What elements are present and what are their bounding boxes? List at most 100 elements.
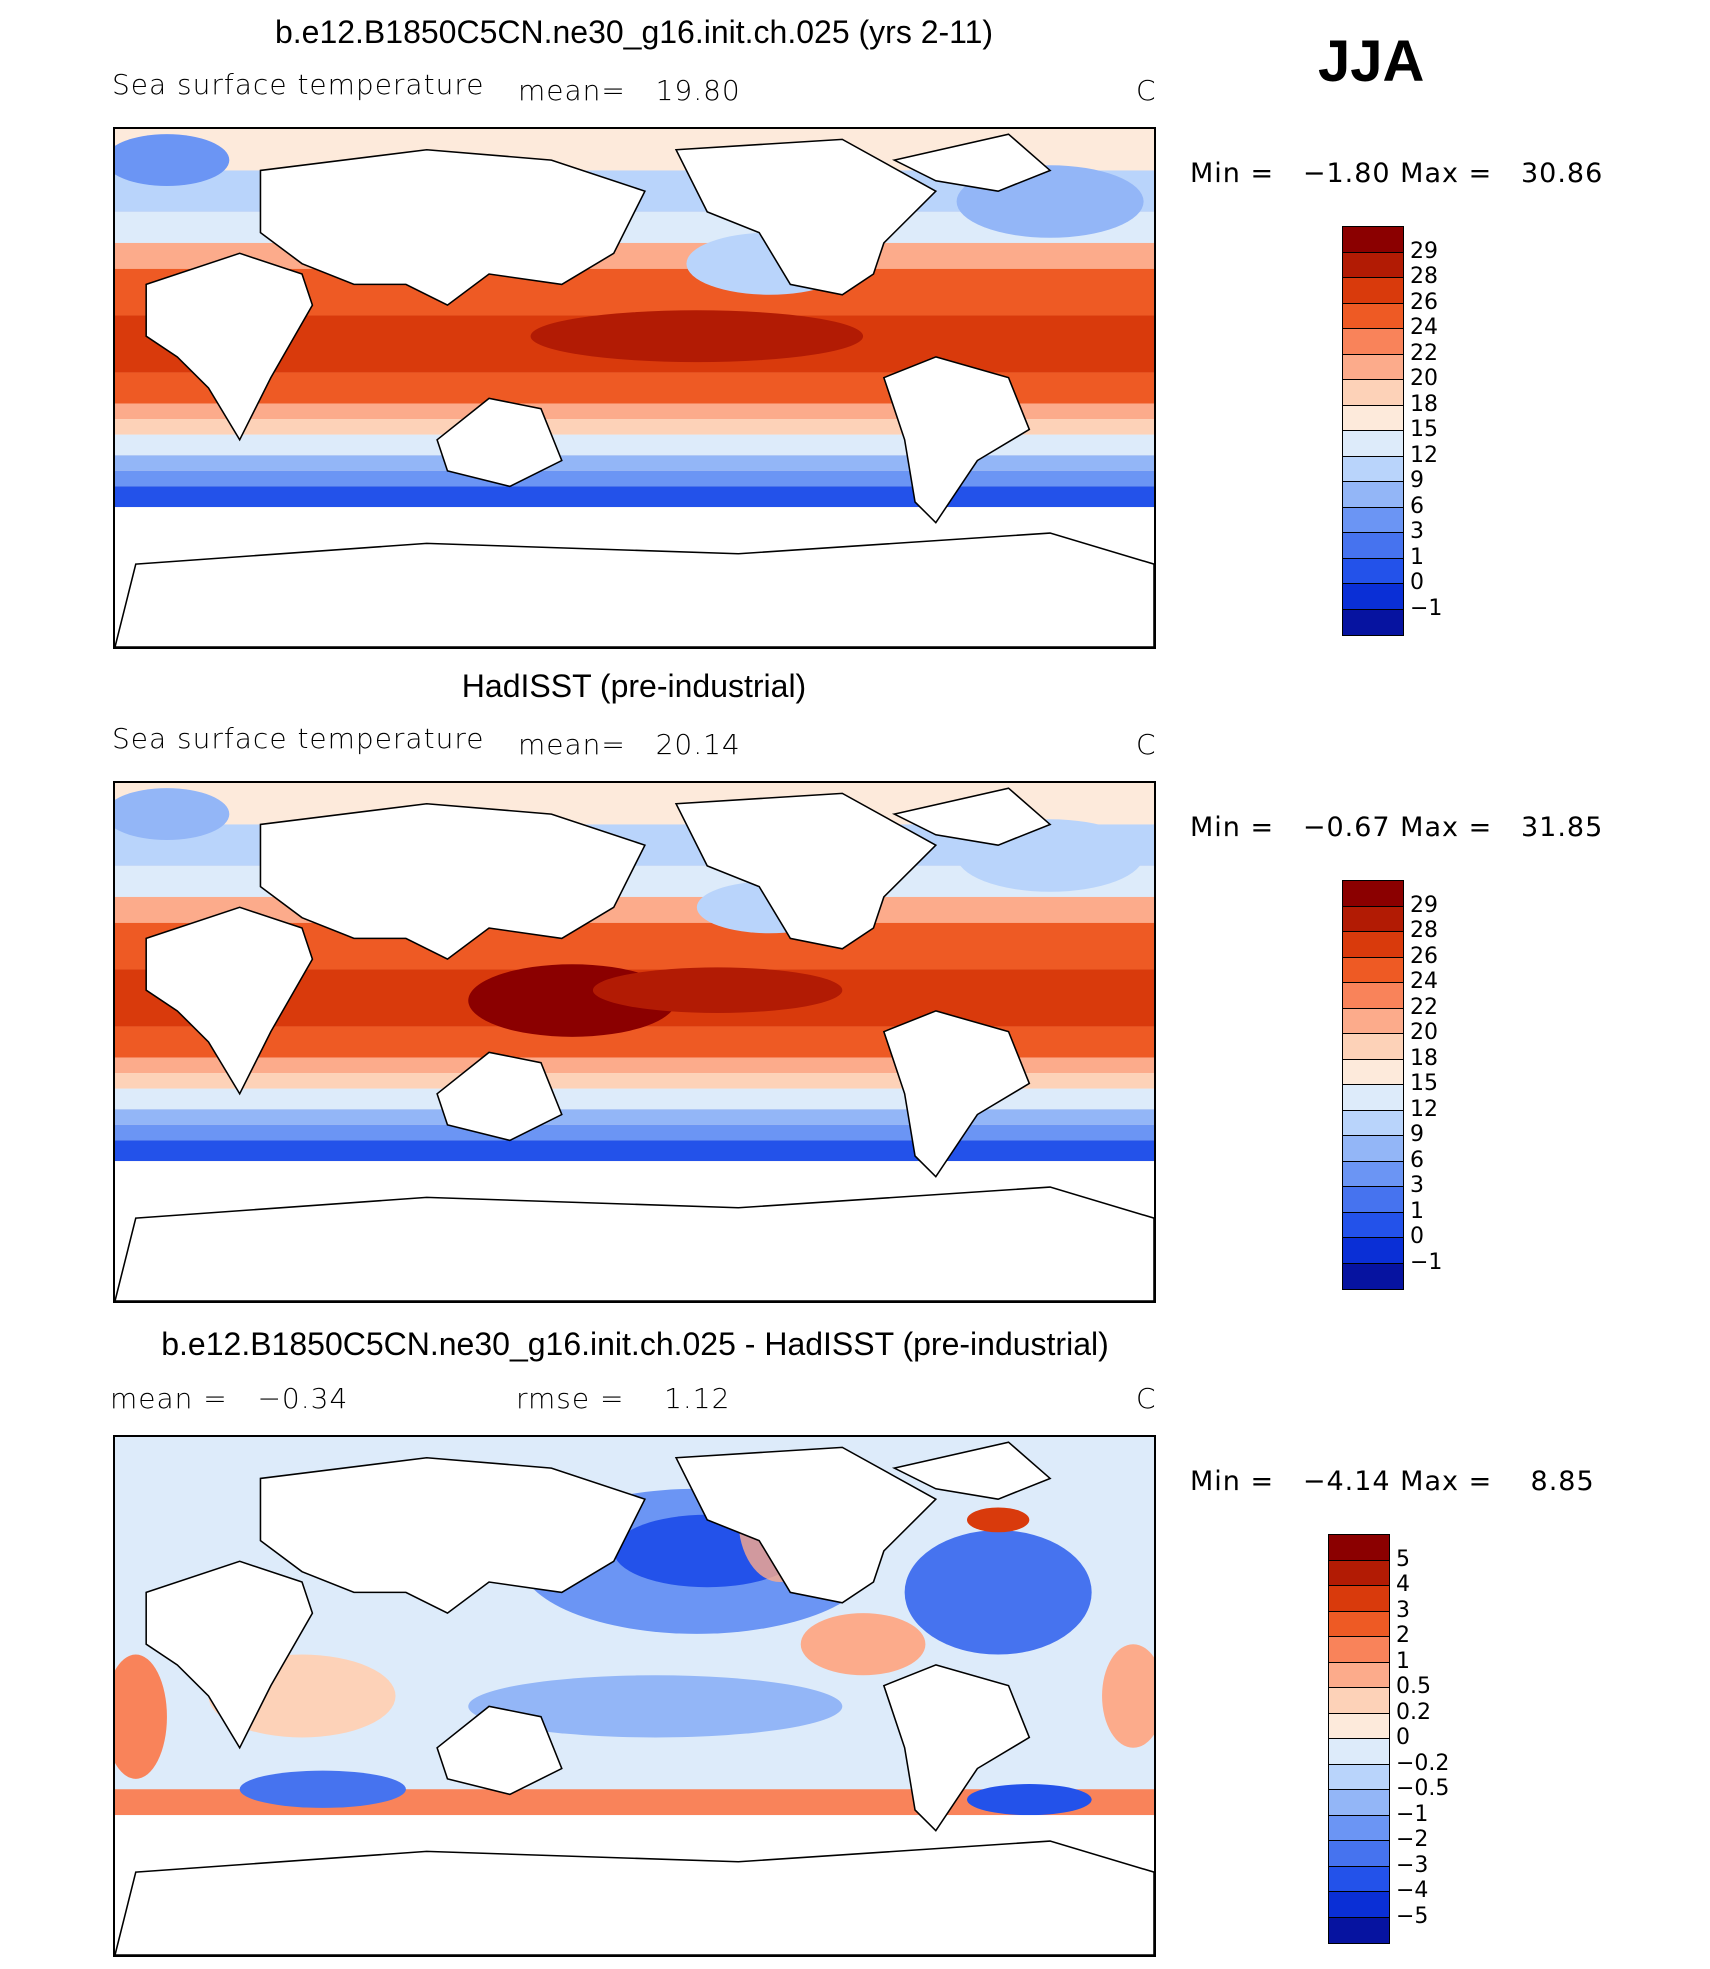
colorbar-swatch xyxy=(1343,227,1403,253)
colorbar-tick-label: −1 xyxy=(1410,1249,1443,1275)
colorbar-tick-label: 22 xyxy=(1410,994,1438,1020)
colorbar-swatch xyxy=(1343,507,1403,533)
panel1-colorbar xyxy=(1342,226,1404,636)
colorbar-tick-label: 4 xyxy=(1396,1572,1410,1597)
colorbar-tick-label: 3 xyxy=(1410,519,1424,544)
colorbar-tick-label: 29 xyxy=(1410,892,1438,918)
colorbar-tick-label: 0 xyxy=(1410,1224,1424,1249)
panel3-units: C xyxy=(1136,1382,1157,1415)
colorbar-tick-label: 0 xyxy=(1396,1725,1410,1750)
colorbar-swatch xyxy=(1329,1790,1389,1816)
colorbar-tick-label: 3 xyxy=(1410,1173,1424,1198)
panel2-units: C xyxy=(1136,728,1157,761)
colorbar-tick-label: 0.5 xyxy=(1396,1674,1431,1699)
colorbar-tick-label: −3 xyxy=(1396,1852,1429,1878)
panel1-mean: mean= 19.80 xyxy=(518,74,741,107)
colorbar-tick-label: 28 xyxy=(1410,264,1438,289)
colorbar-swatch xyxy=(1343,252,1403,278)
colorbar-swatch xyxy=(1343,1059,1403,1085)
colorbar-swatch xyxy=(1329,1739,1389,1765)
colorbar-swatch xyxy=(1343,431,1403,457)
colorbar-swatch xyxy=(1329,1662,1389,1688)
colorbar-swatch xyxy=(1343,1187,1403,1213)
colorbar-tick-label: 20 xyxy=(1410,366,1438,391)
colorbar-swatch xyxy=(1343,533,1403,559)
panel3-map xyxy=(113,1435,1156,1957)
colorbar-tick-label: 2 xyxy=(1396,1623,1410,1648)
colorbar-swatch xyxy=(1329,1866,1389,1892)
colorbar-tick-label: 6 xyxy=(1410,493,1424,519)
colorbar-tick-label: 1 xyxy=(1410,544,1424,570)
colorbar-swatch xyxy=(1343,1238,1403,1264)
colorbar-swatch xyxy=(1329,1917,1389,1943)
colorbar-swatch xyxy=(1343,482,1403,508)
colorbar-tick-label: 15 xyxy=(1410,417,1438,442)
panel3-minmax: Min = −4.14 Max = 8.85 xyxy=(1190,1466,1595,1497)
colorbar-swatch xyxy=(1343,1085,1403,1111)
colorbar-tick-label: 0.2 xyxy=(1396,1699,1431,1725)
panel2-variable: Sea surface temperature xyxy=(112,722,485,755)
colorbar-tick-label: 1 xyxy=(1410,1198,1424,1224)
colorbar-swatch xyxy=(1343,1034,1403,1060)
colorbar-swatch xyxy=(1343,932,1403,958)
panel2-minmax: Min = −0.67 Max = 31.85 xyxy=(1190,812,1604,843)
colorbar-swatch xyxy=(1343,380,1403,406)
colorbar-swatch xyxy=(1343,278,1403,304)
colorbar-swatch xyxy=(1343,405,1403,431)
colorbar-swatch xyxy=(1343,558,1403,584)
colorbar-tick-label: −1 xyxy=(1396,1801,1429,1827)
colorbar-tick-label: 0 xyxy=(1410,570,1424,595)
colorbar-tick-label: −2 xyxy=(1396,1827,1429,1852)
colorbar-tick-label: 28 xyxy=(1410,918,1438,943)
colorbar-swatch xyxy=(1343,456,1403,482)
colorbar-tick-label: 1 xyxy=(1396,1648,1410,1674)
colorbar-tick-label: 18 xyxy=(1410,1045,1438,1071)
colorbar-tick-label: 9 xyxy=(1410,468,1424,493)
colorbar-tick-label: 26 xyxy=(1410,943,1438,969)
colorbar-swatch xyxy=(1343,906,1403,932)
panel1-map xyxy=(113,127,1156,649)
colorbar-tick-label: 15 xyxy=(1410,1071,1438,1096)
panel1-variable: Sea surface temperature xyxy=(112,68,485,101)
colorbar-swatch xyxy=(1329,1688,1389,1714)
colorbar-swatch xyxy=(1343,1110,1403,1136)
colorbar-tick-label: 6 xyxy=(1410,1147,1424,1173)
colorbar-swatch xyxy=(1343,1263,1403,1289)
colorbar-swatch xyxy=(1329,1586,1389,1612)
colorbar-tick-label: 24 xyxy=(1410,315,1438,340)
colorbar-swatch xyxy=(1343,329,1403,355)
colorbar-tick-label: 24 xyxy=(1410,969,1438,994)
panel3-colorbar xyxy=(1328,1534,1390,1944)
panel1-units: C xyxy=(1136,74,1157,107)
colorbar-swatch xyxy=(1343,881,1403,907)
panel3-rmse: rmse = 1.12 xyxy=(516,1382,731,1415)
colorbar-tick-label: 20 xyxy=(1410,1020,1438,1045)
colorbar-tick-label: 9 xyxy=(1410,1122,1424,1147)
colorbar-swatch xyxy=(1343,1161,1403,1187)
colorbar-swatch xyxy=(1329,1892,1389,1918)
panel1-title: b.e12.B1850C5CN.ne30_g16.init.ch.025 (yr… xyxy=(274,14,994,50)
colorbar-tick-label: −4 xyxy=(1396,1878,1429,1903)
colorbar-swatch xyxy=(1343,584,1403,610)
colorbar-swatch xyxy=(1329,1764,1389,1790)
colorbar-swatch xyxy=(1343,303,1403,329)
colorbar-tick-label: 29 xyxy=(1410,238,1438,264)
colorbar-tick-label: −1 xyxy=(1410,595,1443,621)
colorbar-tick-label: 18 xyxy=(1410,391,1438,417)
season-label: JJA xyxy=(1318,29,1425,94)
panel3-mean: mean = −0.34 xyxy=(110,1382,349,1415)
colorbar-swatch xyxy=(1343,1212,1403,1238)
panel3-title: b.e12.B1850C5CN.ne30_g16.init.ch.025 - H… xyxy=(161,1326,1109,1362)
colorbar-tick-label: 26 xyxy=(1410,289,1438,315)
colorbar-swatch xyxy=(1343,609,1403,635)
colorbar-tick-label: 5 xyxy=(1396,1546,1410,1572)
panel2-title: HadISST (pre-industrial) xyxy=(461,668,807,704)
colorbar-swatch xyxy=(1343,1136,1403,1162)
panel2-mean: mean= 20.14 xyxy=(518,728,741,761)
colorbar-swatch xyxy=(1329,1713,1389,1739)
colorbar-tick-label: −0.5 xyxy=(1396,1776,1450,1801)
colorbar-swatch xyxy=(1329,1637,1389,1663)
panel1-minmax: Min = −1.80 Max = 30.86 xyxy=(1190,158,1604,189)
colorbar-tick-label: 12 xyxy=(1410,1096,1438,1122)
colorbar-tick-label: −0.2 xyxy=(1396,1750,1450,1776)
